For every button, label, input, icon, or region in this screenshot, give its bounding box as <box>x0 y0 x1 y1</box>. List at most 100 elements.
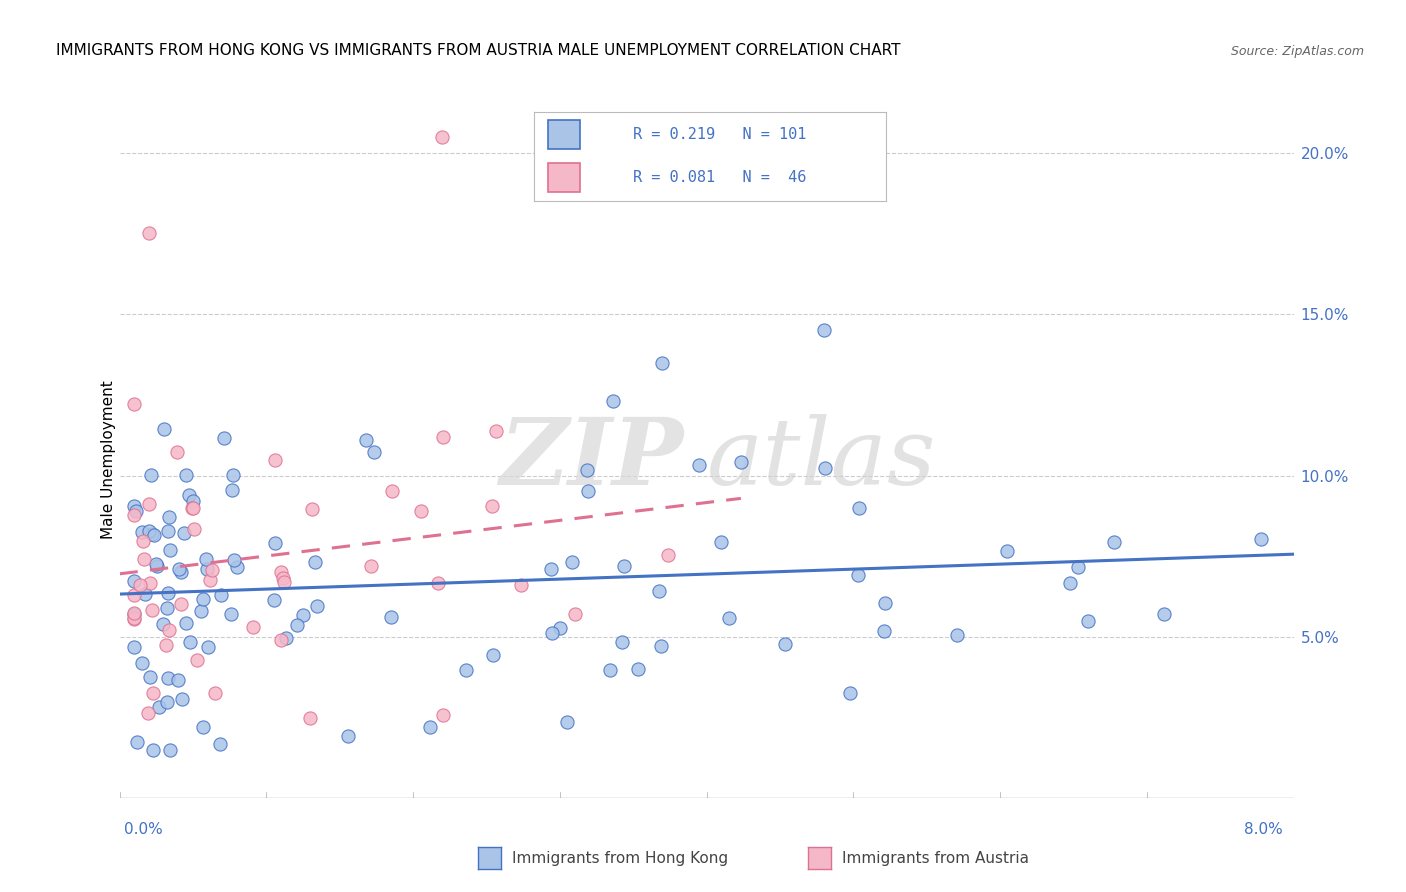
Point <box>156 695 179 709</box>
Point <box>122 588 145 602</box>
Point <box>136 706 159 720</box>
Point <box>1104 535 1126 549</box>
Point <box>485 424 508 438</box>
Point <box>141 468 163 483</box>
Point <box>183 522 205 536</box>
Point <box>176 615 198 630</box>
Point <box>273 575 295 590</box>
Point <box>209 737 232 751</box>
Point <box>204 686 226 700</box>
Point <box>122 606 145 620</box>
Point <box>540 562 562 576</box>
Point <box>688 458 710 472</box>
Point <box>139 576 162 591</box>
Point <box>198 573 221 587</box>
Point <box>561 555 583 569</box>
Point <box>481 648 503 663</box>
Point <box>873 624 896 639</box>
Point <box>242 620 264 634</box>
Point <box>380 609 402 624</box>
Point <box>997 544 1019 558</box>
Point <box>285 617 308 632</box>
Point <box>166 673 188 687</box>
Point <box>159 542 181 557</box>
Point <box>157 509 180 524</box>
Point <box>142 743 165 757</box>
Point <box>838 686 860 700</box>
Point <box>651 355 673 369</box>
Text: Immigrants from Hong Kong: Immigrants from Hong Kong <box>512 851 728 865</box>
Point <box>541 626 564 640</box>
Point <box>145 557 167 571</box>
Text: Immigrants from Austria: Immigrants from Austria <box>842 851 1029 865</box>
Point <box>599 663 621 677</box>
Text: 8.0%: 8.0% <box>1243 822 1282 837</box>
Point <box>159 743 181 757</box>
Point <box>221 483 243 497</box>
Point <box>190 604 212 618</box>
Point <box>419 720 441 734</box>
Point <box>191 720 214 734</box>
Bar <box>548 120 579 149</box>
Point <box>174 467 197 482</box>
Point <box>122 611 145 625</box>
Point <box>166 444 188 458</box>
Point <box>141 526 163 541</box>
Point <box>610 635 633 649</box>
Point <box>1153 607 1175 622</box>
Point <box>657 549 679 563</box>
Text: IMMIGRANTS FROM HONG KONG VS IMMIGRANTS FROM AUSTRIA MALE UNEMPLOYMENT CORRELATI: IMMIGRANTS FROM HONG KONG VS IMMIGRANTS … <box>56 43 901 58</box>
Text: atlas: atlas <box>707 415 936 504</box>
Point <box>336 729 359 743</box>
Point <box>145 559 167 574</box>
Point <box>122 508 145 522</box>
Point <box>138 497 160 511</box>
Point <box>224 553 246 567</box>
Point <box>271 571 294 585</box>
Point <box>214 431 236 445</box>
Point <box>946 627 969 641</box>
Point <box>773 637 796 651</box>
Point <box>270 565 292 579</box>
Point <box>195 562 218 576</box>
Point <box>122 640 145 655</box>
Point <box>172 692 194 706</box>
Point <box>122 397 145 411</box>
Point <box>139 670 162 684</box>
Point <box>481 499 503 513</box>
Point <box>173 526 195 541</box>
Point <box>730 455 752 469</box>
Point <box>510 578 533 592</box>
Point <box>132 534 155 549</box>
Point <box>222 468 245 483</box>
Point <box>354 433 377 447</box>
Point <box>179 635 201 649</box>
Point <box>181 494 204 508</box>
Point <box>148 700 170 714</box>
Point <box>152 617 174 632</box>
Point <box>155 638 177 652</box>
Point <box>1250 532 1272 546</box>
Point <box>197 640 219 654</box>
Point <box>409 504 432 518</box>
Point <box>263 536 285 550</box>
Point <box>201 563 224 577</box>
Point <box>647 583 669 598</box>
Point <box>153 422 176 436</box>
Bar <box>548 163 579 192</box>
Point <box>125 504 148 518</box>
Point <box>264 452 287 467</box>
Point <box>1067 560 1090 574</box>
Point <box>1059 576 1081 591</box>
Text: R = 0.081   N =  46: R = 0.081 N = 46 <box>633 169 806 185</box>
Point <box>578 484 600 499</box>
Point <box>432 708 454 723</box>
Point <box>564 607 586 622</box>
Point <box>299 711 322 725</box>
Point <box>360 559 382 574</box>
Point <box>814 461 837 475</box>
Point <box>270 632 292 647</box>
Point <box>157 524 180 538</box>
Point <box>127 735 149 749</box>
Point <box>209 588 232 602</box>
